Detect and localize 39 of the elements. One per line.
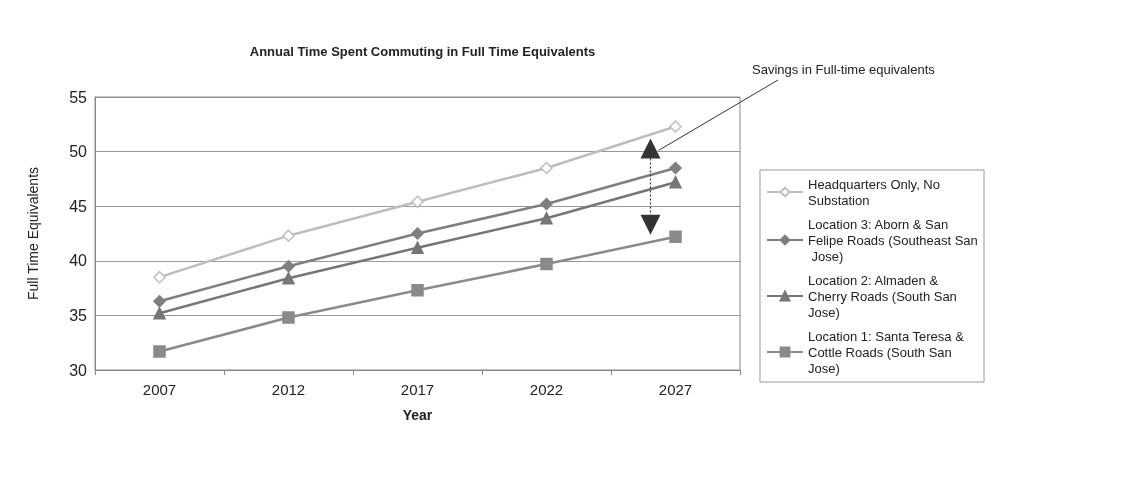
- point: [411, 227, 424, 240]
- legend-label: Location 2: Almaden & Cherry Roads (South San Jose): [808, 272, 961, 320]
- point: [669, 175, 682, 189]
- point: [540, 211, 553, 225]
- point: [411, 195, 424, 209]
- y-tick-label: 35: [69, 306, 88, 324]
- point: [411, 284, 424, 297]
- point: [411, 241, 424, 254]
- point: [153, 345, 166, 358]
- point: [282, 260, 295, 273]
- x-axis-title: Year: [402, 407, 433, 423]
- y-tick-label: 55: [69, 88, 88, 106]
- y-tick-label: 45: [69, 197, 88, 215]
- x-tick-label: 2022: [529, 381, 564, 398]
- point: [153, 306, 166, 320]
- point: [669, 120, 682, 133]
- point: [540, 161, 553, 175]
- point: [669, 161, 682, 175]
- point: [282, 229, 295, 242]
- point: [669, 230, 682, 244]
- point: [153, 270, 166, 284]
- point: [540, 197, 553, 211]
- y-tick-label: 50: [69, 143, 88, 161]
- x-tick-label: 2012: [271, 381, 306, 398]
- point: [282, 272, 295, 285]
- legend-label: Headquarters Only, No Substation: [808, 176, 944, 208]
- y-tick-label: 40: [69, 252, 88, 270]
- chart-title: Annual Time Spent Commuting in Full Time Equivalents: [249, 44, 596, 59]
- x-tick-label: 2007: [142, 381, 177, 398]
- x-tick-label: 2027: [658, 381, 693, 398]
- y-axis-title: Full Time Equivalents: [25, 166, 41, 301]
- text: Savings in Full-time equivalents: [752, 62, 935, 77]
- y-tick-label: 30: [69, 361, 88, 379]
- legend-label: Location 1: Santa Teresa & Cottle Roads (South San Jose): [808, 328, 968, 376]
- x-tick-label: 2017: [400, 381, 435, 398]
- point: [153, 294, 166, 308]
- legend-label: Location 3: Aborn & San Felipe Roads (Southeast San Jose): [808, 216, 978, 264]
- point: [540, 257, 553, 271]
- point: [282, 311, 295, 324]
